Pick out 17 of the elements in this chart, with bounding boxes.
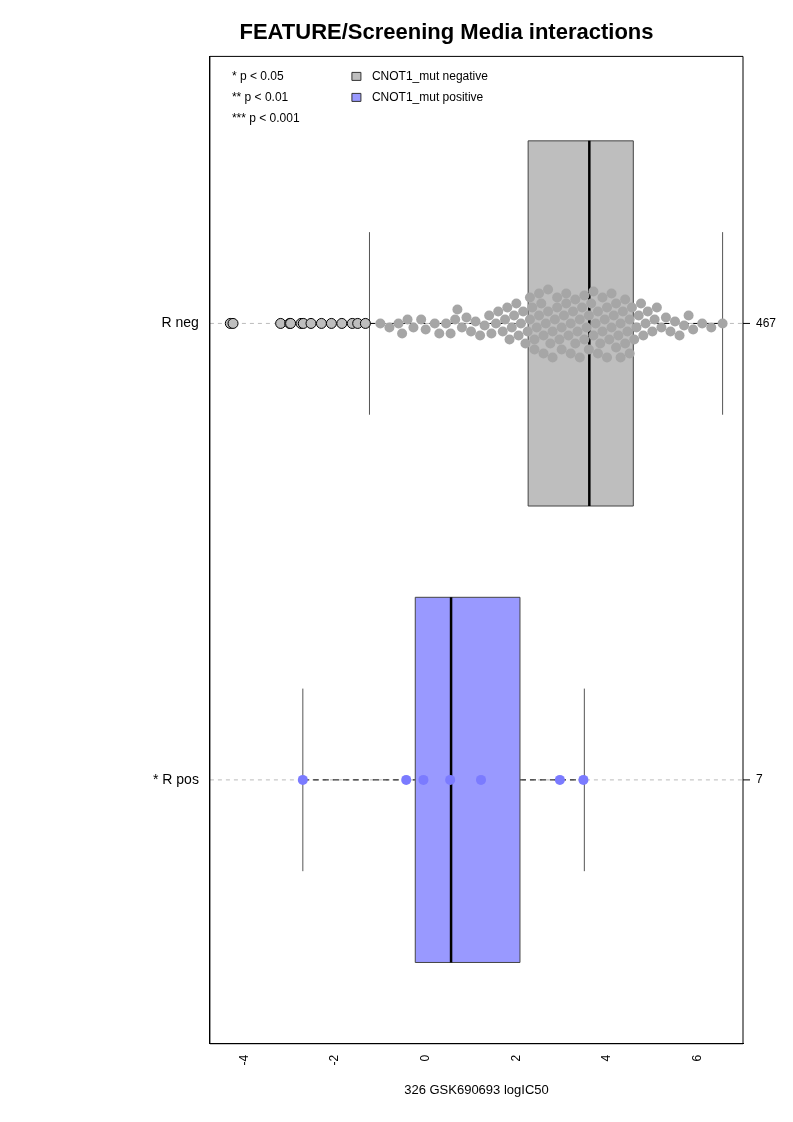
x-axis-title: 326 GSK690693 logIC50	[404, 1081, 549, 1097]
annotation: ** p < 0.01	[231, 89, 289, 104]
x-tick-label: -4	[236, 1054, 251, 1066]
y-tick-label: * R pos	[152, 770, 199, 787]
chart-title: FEATURE/Screening Media interactions	[239, 19, 654, 45]
legend-label: CNOT1_mut negative	[371, 68, 489, 83]
x-tick-label: 6	[689, 1054, 704, 1062]
x-tick-label: -2	[327, 1054, 342, 1066]
x-tick-label: 0	[418, 1054, 432, 1062]
text: 7	[756, 772, 763, 787]
x-tick-label: 4	[599, 1054, 614, 1062]
annotation: * p < 0.05	[231, 68, 284, 83]
legend-label: CNOT1_mut positive	[371, 89, 484, 104]
annotation: *** p < 0.001	[231, 110, 300, 125]
text: 467	[756, 315, 777, 330]
y-tick-label: R neg	[161, 314, 199, 331]
x-tick-label: 2	[508, 1054, 523, 1062]
